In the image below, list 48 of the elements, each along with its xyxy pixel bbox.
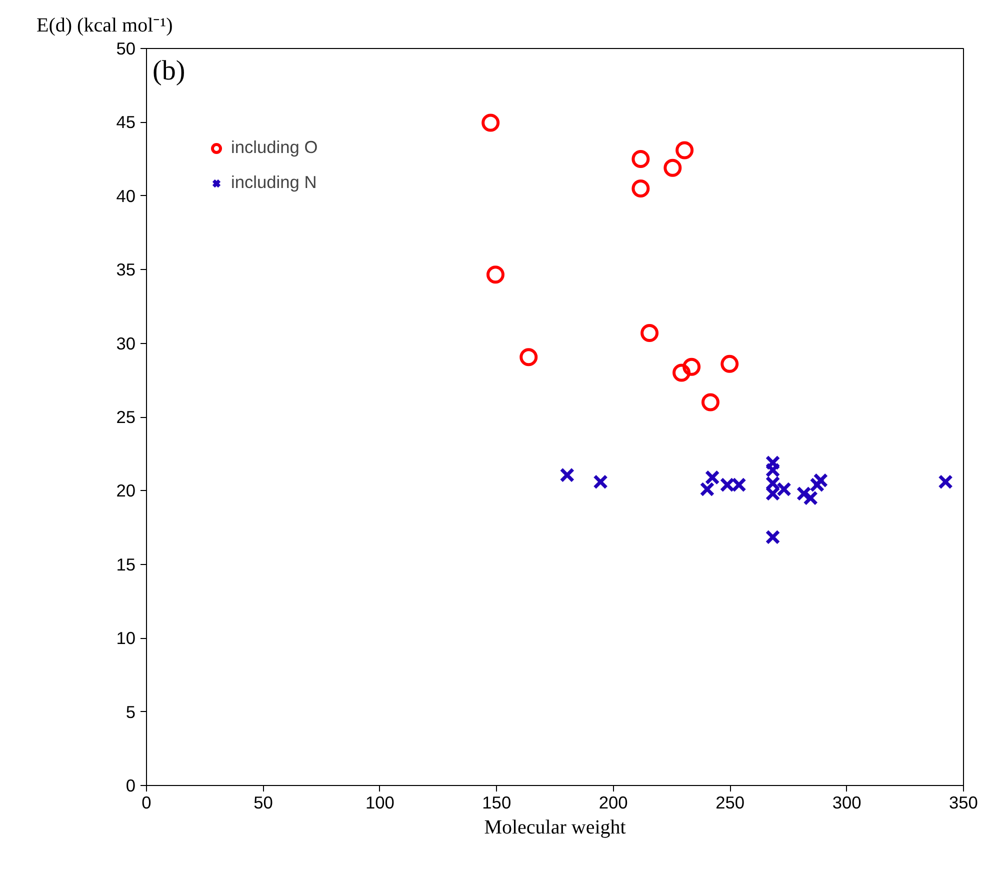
point: [720, 354, 739, 373]
y-tick-label: 0: [126, 776, 136, 796]
point: [765, 455, 780, 470]
y-tick-label: 50: [116, 38, 136, 58]
point: [632, 180, 650, 198]
x-tick-label: 150: [482, 792, 512, 812]
legend-label: including O: [231, 137, 318, 158]
point: [810, 477, 825, 492]
point: [664, 158, 682, 177]
x-tick-label: 100: [365, 792, 394, 812]
point: [765, 462, 780, 478]
point: [803, 490, 818, 506]
y-tick-label: 35: [116, 260, 136, 280]
point: [486, 266, 504, 284]
x-tick-label: 200: [598, 792, 628, 812]
point: [632, 150, 650, 168]
legend-label: including N: [231, 172, 317, 193]
y-tick-label: 25: [116, 407, 136, 427]
y-tick-label: 20: [116, 480, 136, 501]
point: [672, 364, 691, 382]
x-tick-label: 300: [832, 792, 862, 812]
point: [676, 141, 694, 160]
point: [560, 468, 575, 482]
point: [682, 358, 701, 376]
x-tick-label: 350: [949, 792, 978, 812]
y-tick-label: 5: [126, 702, 136, 722]
x-tick-label: 0: [142, 792, 152, 812]
y-tick-label: 30: [116, 333, 136, 354]
point: [813, 472, 828, 488]
x-axis-title: Molecular weight: [484, 816, 626, 838]
point: [765, 530, 780, 545]
annotation: (b): [152, 56, 186, 86]
point: [520, 348, 538, 366]
y-tick-label: 40: [116, 186, 136, 206]
point: [482, 114, 500, 132]
point: [640, 324, 659, 342]
point: [593, 474, 608, 490]
point: [700, 482, 715, 497]
point: [704, 470, 720, 485]
point: [938, 474, 953, 490]
y-tick-label: 10: [116, 628, 136, 648]
y-axis-title: E(d) (kcal mol⁻¹): [36, 14, 173, 36]
point: [796, 486, 812, 502]
x-tick-label: 250: [716, 792, 745, 812]
point: [701, 393, 720, 412]
y-tick-label: 45: [116, 112, 136, 132]
y-tick-label: 15: [116, 554, 136, 574]
x-tick-label: 50: [254, 792, 273, 812]
